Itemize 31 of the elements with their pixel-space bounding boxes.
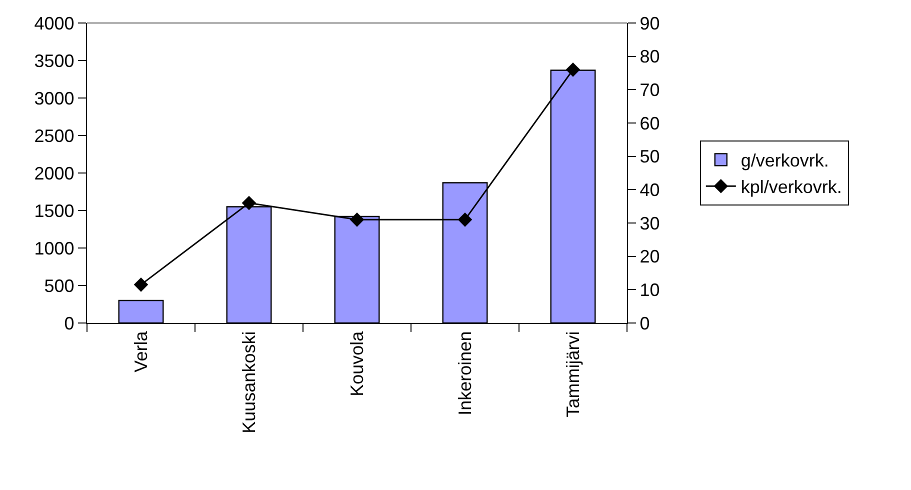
y2-tick-label: 60 bbox=[640, 113, 660, 134]
point bbox=[350, 212, 364, 227]
y-tick-label: 1500 bbox=[34, 200, 74, 221]
y2-tick-label: 20 bbox=[640, 246, 660, 267]
y-tick-label: 3500 bbox=[34, 50, 74, 71]
x-tick-label: Verla bbox=[130, 330, 151, 372]
point bbox=[134, 278, 148, 292]
y2-tick-label: 80 bbox=[640, 46, 660, 67]
y-tick-label: 2000 bbox=[34, 163, 74, 184]
y2-tick-label: 50 bbox=[640, 146, 660, 167]
y-tick-label: 3000 bbox=[34, 88, 74, 108]
legend-label: g/verkovrk. bbox=[740, 150, 829, 171]
point bbox=[566, 62, 580, 77]
point bbox=[458, 212, 472, 227]
y-tick-label: 0 bbox=[64, 313, 74, 334]
x-tick-label: Tammijärvi bbox=[562, 331, 583, 418]
y2-tick-label: 30 bbox=[640, 213, 660, 234]
y2-tick-label: 40 bbox=[640, 180, 660, 200]
y2-tick-label: 70 bbox=[640, 80, 660, 100]
point bbox=[242, 196, 256, 210]
y2-tick-label: 10 bbox=[640, 280, 660, 300]
y-tick-label: 500 bbox=[44, 276, 74, 296]
y-tick-label: 2500 bbox=[34, 126, 74, 146]
legend-label: kpl/verkovrk. bbox=[740, 177, 842, 198]
y-tick-label: 1000 bbox=[34, 238, 74, 258]
y2-tick-label: 90 bbox=[640, 13, 660, 34]
x-tick-label: Inkeroinen bbox=[454, 331, 475, 416]
y-tick-label: 4000 bbox=[34, 13, 74, 34]
y2-tick-label: 0 bbox=[640, 313, 650, 334]
x-tick-label: Kouvola bbox=[346, 330, 367, 396]
x-tick-label: Kuusankoski bbox=[238, 331, 259, 434]
